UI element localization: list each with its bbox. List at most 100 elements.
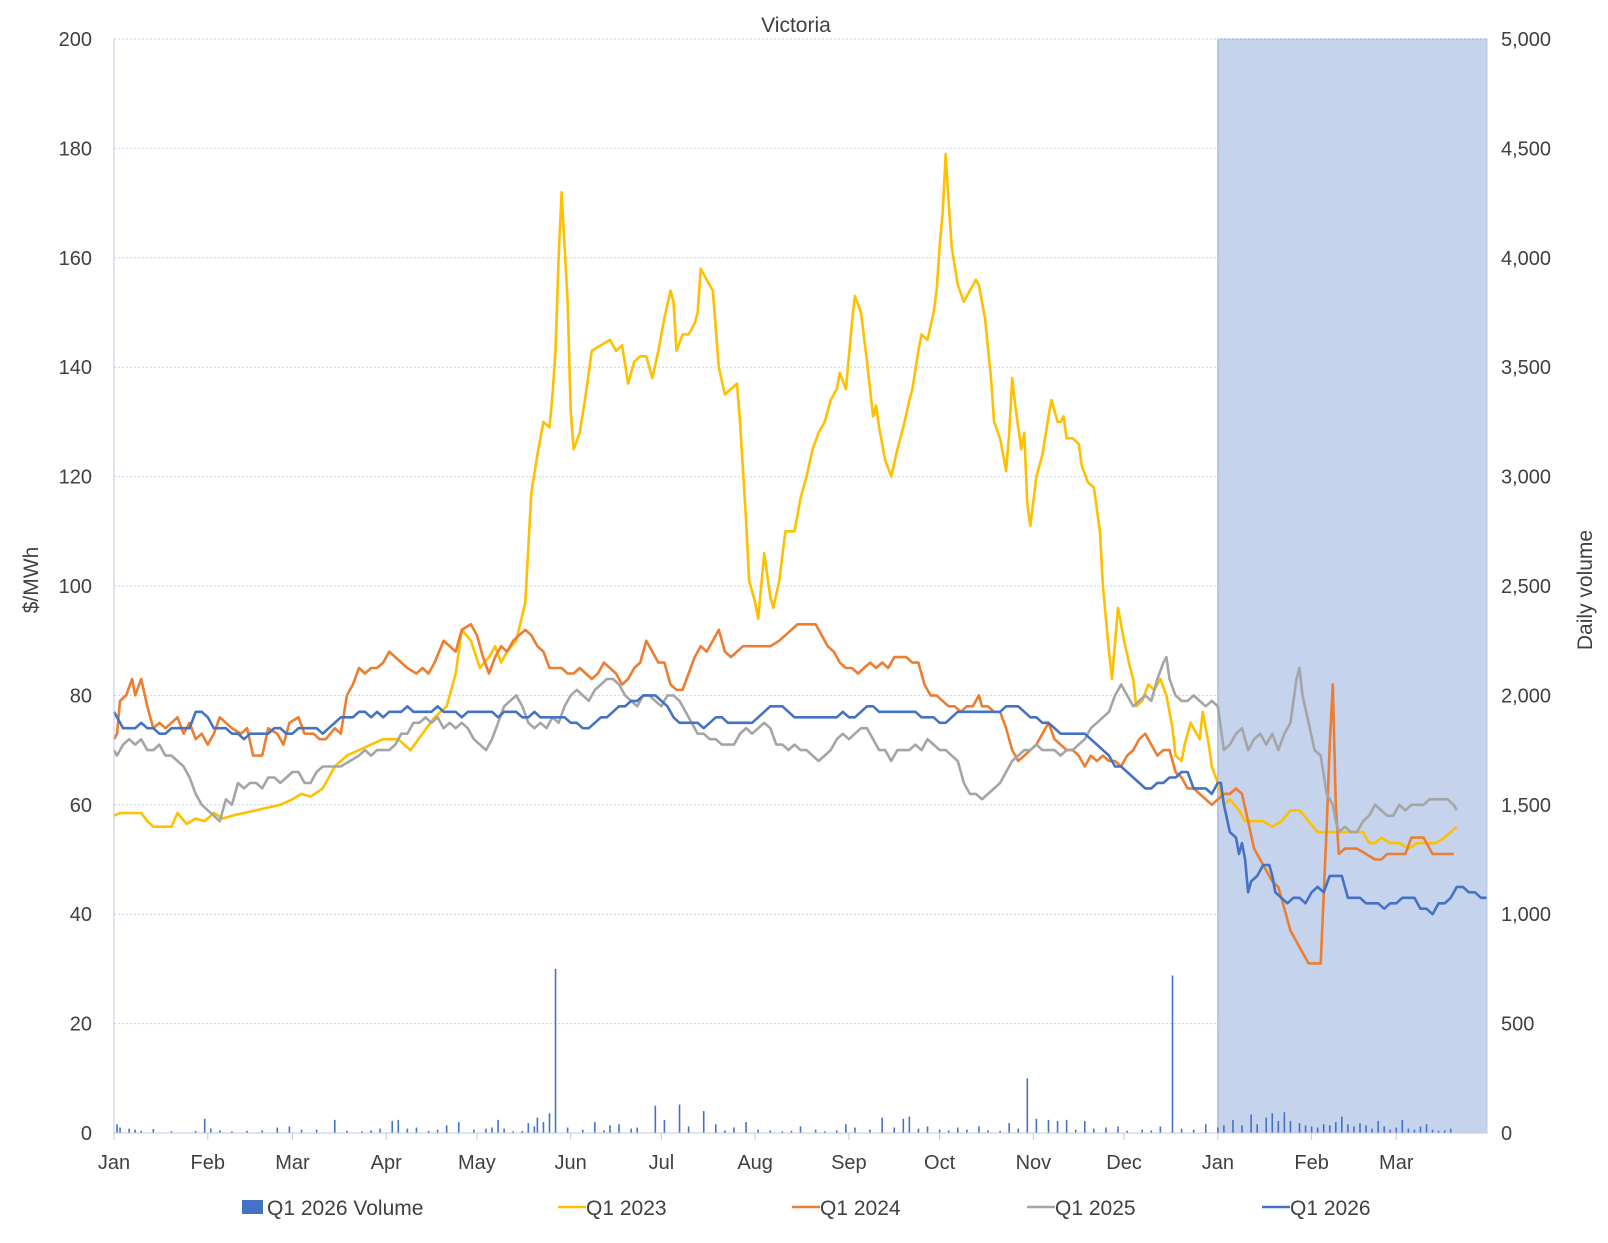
volume-bar bbox=[1383, 1126, 1385, 1133]
volume-bar bbox=[276, 1127, 279, 1133]
volume-bar bbox=[1250, 1114, 1252, 1133]
volume-bar bbox=[893, 1127, 896, 1133]
volume-bar bbox=[823, 1131, 826, 1133]
volume-bar bbox=[1204, 1124, 1207, 1133]
volume-bar bbox=[473, 1129, 475, 1133]
volume-bar bbox=[1065, 1119, 1068, 1133]
volume-bar bbox=[288, 1126, 291, 1133]
legend-label: Q1 2024 bbox=[820, 1197, 901, 1220]
series-line-q1-2026 bbox=[112, 694, 1487, 916]
volume-bar bbox=[594, 1122, 596, 1133]
legend-swatch-bar bbox=[242, 1200, 263, 1214]
y2-tick-label: 2,000 bbox=[1501, 685, 1551, 707]
volume-bar bbox=[231, 1131, 233, 1133]
volume-bar bbox=[1074, 1129, 1077, 1133]
volume-bar bbox=[361, 1131, 363, 1133]
volume-bar bbox=[687, 1126, 690, 1133]
x-tick-label: Jan bbox=[98, 1152, 130, 1174]
volume-bar bbox=[835, 1130, 838, 1133]
x-tick-label: May bbox=[458, 1152, 496, 1174]
y-axis-title: $/MWh bbox=[20, 547, 43, 614]
x-tick-label: Feb bbox=[191, 1152, 225, 1174]
volume-bar bbox=[436, 1129, 439, 1133]
volume-bar bbox=[119, 1127, 121, 1133]
volume-bar bbox=[1437, 1130, 1440, 1133]
y-tick-label: 180 bbox=[59, 138, 92, 160]
volume-bar bbox=[1008, 1123, 1010, 1133]
volume-bar bbox=[902, 1118, 905, 1133]
y-tick-label: 60 bbox=[70, 795, 92, 817]
volume-bar bbox=[427, 1130, 430, 1133]
gridlines-group bbox=[114, 38, 1487, 1025]
y2-tick-label: 1,500 bbox=[1501, 795, 1551, 817]
volume-bar bbox=[654, 1105, 657, 1133]
volume-bar bbox=[140, 1130, 143, 1133]
volume-bar bbox=[636, 1127, 638, 1133]
legend-label: Q1 2026 bbox=[1290, 1197, 1371, 1220]
legend-label: Q1 2023 bbox=[586, 1197, 667, 1220]
volume-bar bbox=[503, 1128, 505, 1133]
volume-bar bbox=[1310, 1126, 1313, 1133]
volume-bar bbox=[1365, 1125, 1367, 1133]
volume-bar bbox=[745, 1122, 747, 1133]
volume-bar bbox=[1431, 1129, 1434, 1133]
volume-bar bbox=[134, 1129, 136, 1133]
y-tick-label: 80 bbox=[70, 685, 92, 707]
volume-bar bbox=[1328, 1125, 1331, 1133]
volume-bar bbox=[1304, 1125, 1307, 1133]
volume-bar bbox=[1377, 1120, 1379, 1133]
volume-bar bbox=[1316, 1127, 1319, 1133]
volume-bar bbox=[1395, 1127, 1398, 1133]
x-tick-label: Mar bbox=[275, 1152, 310, 1174]
volume-bar bbox=[869, 1129, 871, 1133]
volume-bar bbox=[406, 1128, 409, 1133]
volume-bar bbox=[1359, 1123, 1361, 1133]
volume-bar bbox=[457, 1122, 460, 1133]
volume-bar bbox=[379, 1128, 381, 1133]
volume-bar bbox=[1192, 1129, 1195, 1133]
y2-tick-label: 500 bbox=[1501, 1014, 1534, 1036]
volume-bar bbox=[1150, 1130, 1153, 1133]
x-tick-label: Oct bbox=[924, 1152, 956, 1174]
legend: Q1 2026 Volume Q1 2023 Q1 2024 Q1 2025 Q1 20… bbox=[242, 1197, 1371, 1220]
volume-bar bbox=[1334, 1122, 1337, 1133]
volume-bar bbox=[603, 1130, 605, 1133]
volume-bar bbox=[1265, 1117, 1268, 1133]
volume-bar bbox=[1035, 1118, 1038, 1133]
y2-axis-title: Daily volume bbox=[1574, 530, 1597, 650]
volume-bar bbox=[219, 1130, 221, 1133]
y2-tick-label: 5,000 bbox=[1501, 29, 1551, 51]
volume-bar bbox=[512, 1131, 514, 1133]
x-tick-label: Jun bbox=[555, 1152, 587, 1174]
volume-bar bbox=[566, 1127, 569, 1133]
volume-bar bbox=[300, 1129, 303, 1133]
y-tick-label: 160 bbox=[59, 248, 92, 270]
volume-bar bbox=[978, 1126, 980, 1133]
volume-bar bbox=[1105, 1127, 1107, 1133]
volume-bar bbox=[548, 1113, 551, 1133]
x-tick-label: Sep bbox=[831, 1152, 867, 1174]
volume-bar bbox=[1322, 1124, 1325, 1133]
series-line-q1-2024 bbox=[112, 623, 1454, 965]
volume-bar bbox=[781, 1131, 784, 1133]
volume-bar bbox=[1026, 1078, 1029, 1133]
volume-bar bbox=[1347, 1124, 1349, 1133]
volume-bar bbox=[533, 1126, 536, 1133]
y-tick-label: 100 bbox=[59, 576, 92, 598]
volume-bar bbox=[370, 1130, 372, 1133]
volume-bar bbox=[790, 1130, 793, 1133]
volume-bar bbox=[1141, 1129, 1144, 1133]
volume-bar bbox=[485, 1128, 487, 1133]
volume-bar bbox=[1407, 1128, 1410, 1133]
x-tick-label: Dec bbox=[1106, 1152, 1142, 1174]
volume-bar bbox=[724, 1130, 726, 1133]
y2-tick-label: 1,000 bbox=[1501, 904, 1551, 926]
volume-bar bbox=[947, 1130, 950, 1133]
volume-bar bbox=[1389, 1129, 1392, 1133]
volume-bar bbox=[1241, 1125, 1243, 1133]
volume-bar bbox=[1217, 1127, 1219, 1133]
volume-bar bbox=[1341, 1116, 1343, 1133]
volume-bar bbox=[315, 1129, 318, 1133]
